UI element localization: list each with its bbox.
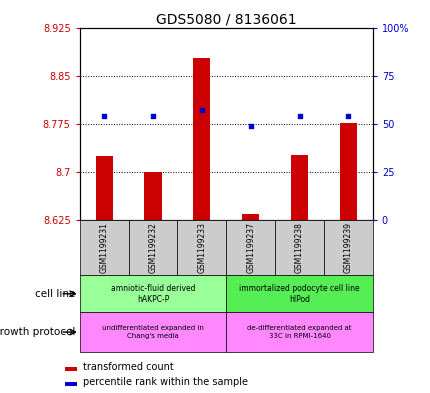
Text: amniotic-fluid derived
hAKPC-P: amniotic-fluid derived hAKPC-P [111, 284, 195, 304]
Text: immortalized podocyte cell line
hIPod: immortalized podocyte cell line hIPod [239, 284, 359, 304]
Text: transformed count: transformed count [83, 362, 174, 372]
Bar [80, 312, 226, 352]
Bar [65, 382, 77, 386]
Bar [128, 220, 177, 275]
Text: GSM1199239: GSM1199239 [343, 222, 352, 273]
Point [344, 113, 351, 119]
Point [198, 107, 205, 114]
Bar [144, 172, 161, 220]
Bar [339, 123, 356, 220]
Text: GSM1199233: GSM1199233 [197, 222, 206, 273]
Bar [193, 58, 210, 220]
Text: GSM1199232: GSM1199232 [148, 222, 157, 273]
Bar [226, 312, 372, 352]
Text: de-differentiated expanded at
33C in RPMI-1640: de-differentiated expanded at 33C in RPM… [247, 325, 351, 339]
Bar [226, 275, 372, 312]
Bar [290, 155, 307, 220]
Bar [80, 220, 128, 275]
Bar [242, 214, 258, 220]
Text: GSM1199237: GSM1199237 [246, 222, 255, 273]
Title: GDS5080 / 8136061: GDS5080 / 8136061 [156, 12, 296, 26]
Text: GSM1199238: GSM1199238 [295, 222, 303, 273]
Point [149, 113, 156, 119]
Bar [95, 156, 113, 220]
Text: growth protocol: growth protocol [0, 327, 75, 337]
Point [101, 113, 108, 119]
Bar [80, 275, 226, 312]
Bar [226, 220, 274, 275]
Bar [274, 220, 323, 275]
Text: percentile rank within the sample: percentile rank within the sample [83, 377, 248, 387]
Text: GSM1199231: GSM1199231 [99, 222, 108, 273]
Point [247, 123, 254, 129]
Text: undifferentiated expanded in
Chang's media: undifferentiated expanded in Chang's med… [102, 325, 203, 339]
Bar [65, 367, 77, 371]
Text: cell line: cell line [35, 289, 75, 299]
Bar [177, 220, 226, 275]
Point [295, 113, 302, 119]
Bar [323, 220, 372, 275]
